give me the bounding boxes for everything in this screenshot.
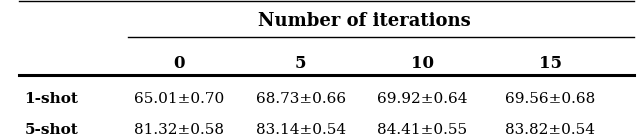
Text: 65.01±0.70: 65.01±0.70: [134, 92, 225, 106]
Text: 83.14±0.54: 83.14±0.54: [256, 123, 346, 137]
Text: Number of iterations: Number of iterations: [259, 12, 471, 30]
Text: 84.41±0.55: 84.41±0.55: [378, 123, 467, 137]
Text: 69.56±0.68: 69.56±0.68: [505, 92, 596, 106]
Text: 0: 0: [173, 55, 185, 72]
Text: 5: 5: [295, 55, 307, 72]
Text: 83.82±0.54: 83.82±0.54: [506, 123, 595, 137]
Text: 5-shot: 5-shot: [24, 123, 78, 137]
Text: 69.92±0.64: 69.92±0.64: [377, 92, 468, 106]
Text: 1-shot: 1-shot: [24, 92, 78, 106]
Text: 15: 15: [539, 55, 562, 72]
Text: 81.32±0.58: 81.32±0.58: [134, 123, 224, 137]
Text: 68.73±0.66: 68.73±0.66: [256, 92, 346, 106]
Text: 10: 10: [411, 55, 434, 72]
